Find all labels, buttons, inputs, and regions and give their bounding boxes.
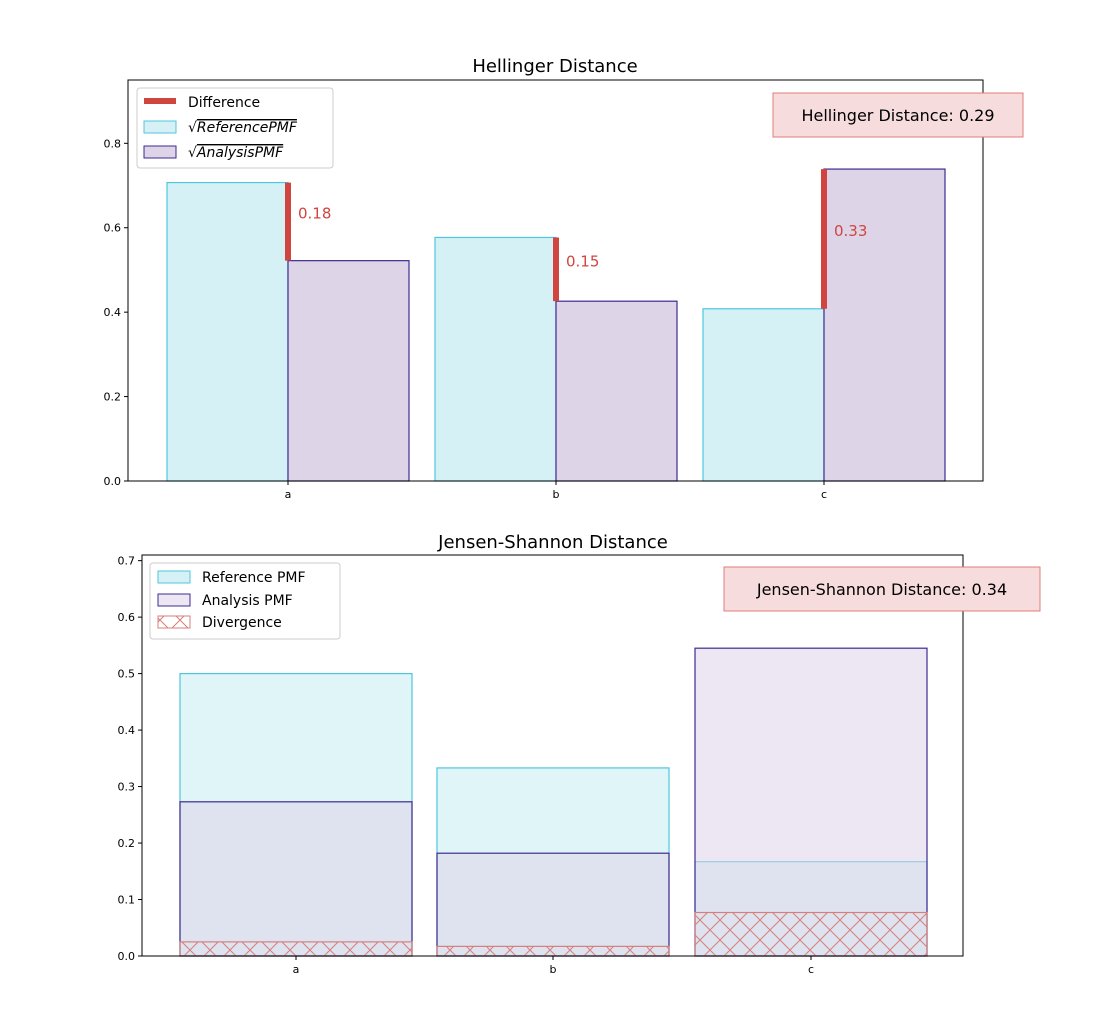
divergence-legend-label: Divergence bbox=[202, 615, 282, 631]
hellinger-annotation-text: Hellinger Distance: 0.29 bbox=[801, 106, 994, 125]
hellinger-legend: Difference √ReferencePMF √AnalysisPMF bbox=[136, 87, 334, 169]
jensen-shannon-legend: Reference PMF Analysis PMF Divergence bbox=[149, 562, 341, 640]
reference-legend-label: √ReferencePMF bbox=[188, 120, 298, 136]
analysis-bar-c bbox=[823, 168, 946, 482]
x-tick-label-c: c bbox=[808, 963, 814, 976]
y-tick-label-0.1: 0.1 bbox=[118, 894, 136, 907]
analysis-pmf-bar-a bbox=[179, 801, 413, 957]
y-tick-label-0.7: 0.7 bbox=[118, 555, 136, 568]
jensen-shannon-annotation-text: Jensen-Shannon Distance: 0.34 bbox=[756, 580, 1007, 599]
hellinger-difference-marks: 0.18 0.15 0.33 bbox=[285, 169, 867, 309]
analysis-pmf-bar-c bbox=[694, 647, 928, 957]
jensen-shannon-bars bbox=[179, 647, 928, 957]
divergence-bar-c bbox=[694, 911, 928, 957]
analysis-pmf-legend-label: Analysis PMF bbox=[202, 593, 293, 609]
jensen-shannon-annotation: Jensen-Shannon Distance: 0.34 bbox=[723, 566, 1041, 612]
jensen-shannon-x-axis: a b c bbox=[293, 956, 814, 976]
analysis-bar-b bbox=[555, 300, 678, 482]
difference-label-a: 0.18 bbox=[298, 205, 331, 223]
difference-legend-label: Difference bbox=[188, 95, 260, 111]
x-tick-label-a: a bbox=[293, 963, 300, 976]
jensen-shannon-chart: Jensen-Shannon Distance 0.00.10.20.30.40… bbox=[118, 532, 1041, 976]
jensen-shannon-legend-box bbox=[149, 562, 341, 640]
difference-legend-swatch bbox=[144, 98, 176, 104]
jensen-shannon-chart-title: Jensen-Shannon Distance bbox=[437, 532, 668, 553]
hellinger-y-axis: 0.0 0.2 0.4 0.6 0.8 bbox=[104, 137, 128, 488]
y-tick-label-0.4: 0.4 bbox=[118, 724, 136, 737]
y-tick-label-0.0: 0.0 bbox=[118, 950, 136, 963]
y-tick-label-0.2: 0.2 bbox=[104, 391, 122, 404]
divergence-bar-a bbox=[179, 941, 413, 957]
y-tick-label-0.8: 0.8 bbox=[104, 137, 122, 150]
analysis-legend-swatch bbox=[143, 145, 177, 159]
jensen-shannon-y-axis: 0.0 0.1 0.2 0.3 0.4 0.5 0.6 0.7 bbox=[118, 555, 142, 963]
reference-bar-a bbox=[166, 181, 289, 482]
reference-pmf-legend-swatch bbox=[157, 570, 191, 584]
divergence-legend-swatch bbox=[157, 615, 191, 629]
x-tick-label-b: b bbox=[550, 963, 557, 976]
analysis-legend-label: √AnalysisPMF bbox=[188, 145, 284, 161]
hellinger-legend-box bbox=[136, 87, 334, 169]
reference-bar-c bbox=[702, 308, 825, 482]
x-tick-label-b: b bbox=[553, 488, 560, 501]
hellinger-x-axis: a b c bbox=[285, 481, 827, 501]
y-tick-label-0.6: 0.6 bbox=[118, 611, 136, 624]
reference-pmf-legend-label: Reference PMF bbox=[202, 570, 306, 586]
jensen-shannon-annotation-box bbox=[723, 566, 1041, 612]
difference-label-c: 0.33 bbox=[834, 222, 867, 240]
analysis-pmf-bar-b bbox=[436, 852, 670, 957]
y-tick-label-0.6: 0.6 bbox=[104, 222, 122, 235]
analysis-pmf-legend-swatch bbox=[157, 593, 191, 607]
difference-label-b: 0.15 bbox=[566, 252, 599, 270]
hellinger-annotation: Hellinger Distance: 0.29 bbox=[772, 92, 1024, 138]
reference-bar-b bbox=[434, 236, 557, 482]
y-tick-label-0.2: 0.2 bbox=[118, 837, 136, 850]
y-tick-label-0.0: 0.0 bbox=[104, 475, 122, 488]
x-tick-label-c: c bbox=[821, 488, 827, 501]
hellinger-bars bbox=[166, 168, 946, 482]
hellinger-annotation-box bbox=[772, 92, 1024, 138]
y-tick-label-0.4: 0.4 bbox=[104, 306, 122, 319]
hellinger-chart: Hellinger Distance 0.180.150.33 0.00.20.… bbox=[104, 56, 1024, 501]
y-tick-label-0.5: 0.5 bbox=[118, 668, 136, 681]
divergence-bar-b bbox=[436, 945, 670, 957]
y-tick-label-0.3: 0.3 bbox=[118, 781, 136, 794]
x-tick-label-a: a bbox=[285, 488, 292, 501]
analysis-bar-a bbox=[287, 260, 410, 482]
reference-legend-swatch bbox=[143, 120, 177, 134]
hellinger-chart-title: Hellinger Distance bbox=[472, 56, 637, 77]
